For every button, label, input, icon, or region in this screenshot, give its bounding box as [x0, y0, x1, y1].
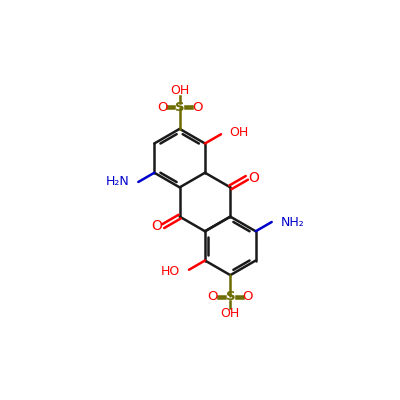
- Text: OH: OH: [230, 126, 249, 139]
- Text: HO: HO: [161, 265, 180, 278]
- Text: O: O: [192, 102, 202, 114]
- Text: O: O: [243, 290, 253, 302]
- Text: S: S: [175, 102, 184, 114]
- Text: OH: OH: [221, 307, 240, 320]
- Text: H₂N: H₂N: [106, 176, 130, 188]
- Text: O: O: [248, 171, 259, 185]
- Text: O: O: [157, 102, 167, 114]
- Text: O: O: [208, 290, 218, 302]
- Text: NH₂: NH₂: [280, 216, 304, 228]
- Text: O: O: [151, 219, 162, 233]
- Text: S: S: [226, 290, 235, 302]
- Text: OH: OH: [170, 84, 189, 97]
